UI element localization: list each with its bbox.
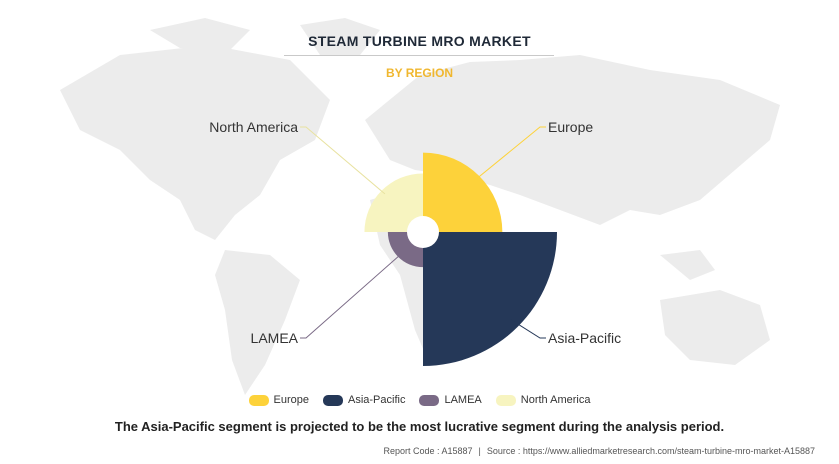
legend-swatch-asia-pacific xyxy=(323,394,343,406)
summary-caption: The Asia-Pacific segment is projected to… xyxy=(114,419,725,434)
pie-slice-europe[interactable] xyxy=(423,152,503,232)
legend-label-asia-pacific: Asia-Pacific xyxy=(348,394,406,406)
source-url[interactable]: Source : https://www.alliedmarketresearc… xyxy=(486,446,815,456)
legend-label-north-america: North America xyxy=(520,394,591,406)
legend-label-europe: Europe xyxy=(273,394,309,406)
legend-swatch-europe xyxy=(248,394,269,406)
leader-line-north-america xyxy=(300,126,386,195)
pie-slice-north-america[interactable] xyxy=(364,173,423,232)
legend-item-lamea[interactable]: LAMEA xyxy=(419,394,482,406)
legend-swatch-north-america xyxy=(495,394,516,406)
slice-label-north-america: North America xyxy=(209,119,298,135)
report-code: Report Code : A15887 xyxy=(383,446,473,456)
world-map-background xyxy=(60,18,780,395)
chart-legend: Europe Asia-Pacific LAMEA North America xyxy=(0,394,839,406)
leader-line-asia-pacific xyxy=(509,318,546,339)
leader-line-europe xyxy=(474,126,546,181)
legend-item-north-america[interactable]: North America xyxy=(495,394,591,406)
title-underline xyxy=(284,55,554,56)
legend-swatch-lamea xyxy=(419,394,440,406)
footer-separator: | xyxy=(478,446,481,456)
chart-subtitle: BY REGION xyxy=(385,66,454,80)
pie-center-hole xyxy=(407,216,439,248)
slice-label-lamea: LAMEA xyxy=(251,330,299,346)
footer-source: Report Code : A15887 | Source : https://ww… xyxy=(383,446,815,456)
legend-label-lamea: LAMEA xyxy=(444,394,482,406)
slice-label-europe: Europe xyxy=(548,119,593,135)
legend-item-asia-pacific[interactable]: Asia-Pacific xyxy=(323,394,405,406)
pie-slice-asia-pacific[interactable] xyxy=(423,232,557,366)
legend-item-europe[interactable]: Europe xyxy=(248,394,309,406)
leader-line-lamea xyxy=(300,254,401,339)
slice-label-asia-pacific: Asia-Pacific xyxy=(548,330,621,346)
chart-title: STEAM TURBINE MRO MARKET xyxy=(308,33,531,49)
